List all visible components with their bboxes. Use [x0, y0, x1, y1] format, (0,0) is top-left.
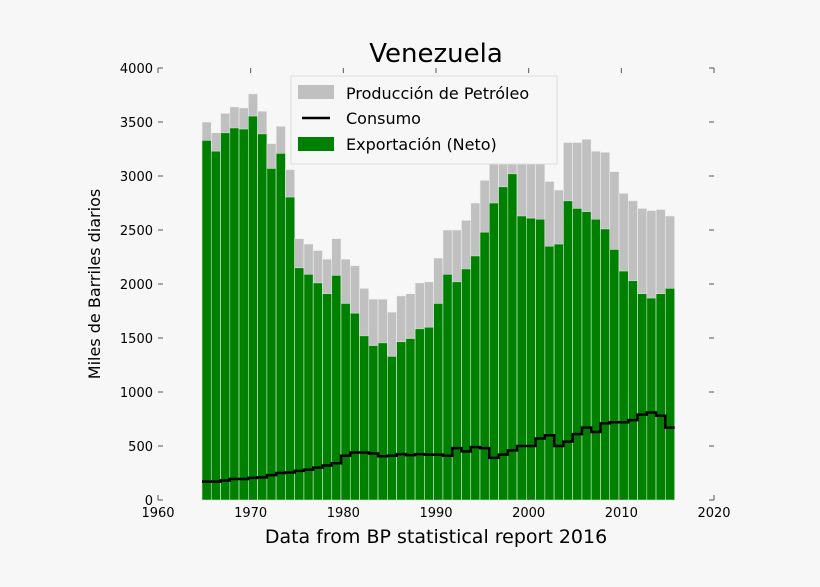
- bar-export-2012: [637, 293, 648, 501]
- bar-export-1966: [210, 150, 221, 501]
- y-tick-label-2500: 2500: [120, 224, 153, 239]
- bar-export-2007: [590, 218, 601, 501]
- y-axis-label: Miles de Barriles diarios: [85, 189, 104, 379]
- bar-export-1978: [322, 293, 333, 501]
- x-tick-label-1980: 1980: [327, 506, 360, 521]
- legend-swatch-production: [298, 85, 334, 99]
- bar-export-2002: [544, 245, 555, 501]
- bar-export-1981: [349, 312, 360, 501]
- x-tick-label-1970: 1970: [234, 506, 267, 521]
- bar-export-1971: [257, 133, 268, 501]
- bar-export-2013: [646, 297, 657, 501]
- bar-export-1969: [238, 128, 249, 501]
- bar-export-1990: [433, 303, 444, 501]
- bar-export-1986: [396, 341, 407, 501]
- bar-export-1972: [266, 168, 277, 501]
- bar-export-2001: [535, 218, 546, 501]
- y-tick-label-3500: 3500: [120, 116, 153, 131]
- y-tick-label-3000: 3000: [120, 170, 153, 185]
- x-tick-label-1960: 1960: [141, 506, 174, 521]
- bar-export-2006: [581, 211, 592, 501]
- y-tick-label-4000: 4000: [120, 62, 153, 77]
- bar-export-2005: [572, 208, 583, 501]
- bar-export-2008: [600, 228, 611, 501]
- bar-export-2015: [665, 288, 675, 501]
- x-axis-label: Data from BP statistical report 2016: [265, 526, 607, 548]
- y-tick-label-1000: 1000: [120, 386, 153, 401]
- bar-export-1973: [275, 153, 286, 501]
- bar-export-1994: [470, 255, 481, 501]
- bar-export-1975: [294, 267, 305, 501]
- bar-export-2004: [563, 200, 573, 501]
- y-tick-label-1500: 1500: [120, 332, 153, 347]
- y-tick-label-2000: 2000: [120, 278, 153, 293]
- bar-export-1989: [424, 326, 434, 501]
- x-tick-label-2010: 2010: [605, 506, 638, 521]
- y-tick-label-500: 500: [128, 440, 153, 455]
- bar-export-1992: [451, 281, 462, 501]
- bar-export-1980: [340, 303, 351, 501]
- bar-export-2003: [553, 243, 564, 501]
- bar-export-1976: [303, 273, 314, 501]
- bar-export-1996: [488, 202, 499, 501]
- bar-export-1982: [359, 335, 370, 501]
- x-tick-label-2000: 2000: [512, 506, 545, 521]
- legend: Producción de Petróleo Consumo Exportaci…: [290, 75, 558, 165]
- bar-export-2011: [627, 280, 638, 501]
- bar-export-1985: [387, 356, 397, 501]
- bar-export-2000: [526, 217, 536, 501]
- axes: 1960 1970 1980 1990 2000 2010 2020 0 500 1000 1500…: [120, 62, 731, 521]
- bar-export-1987: [405, 338, 416, 501]
- bar-export-1965: [201, 140, 212, 501]
- bar-export-1968: [229, 127, 240, 501]
- legend-swatch-export: [298, 137, 334, 151]
- bar-export-1991: [442, 273, 453, 501]
- legend-label-export: Exportación (Neto): [346, 135, 497, 154]
- bar-export-1997: [498, 186, 509, 501]
- bar-export-1983: [368, 345, 379, 501]
- bar-export-2009: [609, 249, 620, 501]
- legend-box: [290, 75, 558, 165]
- legend-label-consumo: Consumo: [346, 109, 421, 128]
- bar-export-1967: [220, 132, 231, 501]
- x-tick-label-1990: 1990: [419, 506, 452, 521]
- bar-export-1995: [479, 231, 490, 501]
- bar-export-1974: [285, 196, 295, 501]
- x-tick-label-2020: 2020: [697, 506, 730, 521]
- y-tick-label-0: 0: [145, 494, 153, 509]
- bar-export-2010: [618, 270, 629, 501]
- bar-export-1979: [331, 275, 342, 501]
- bar-export-1970: [248, 115, 258, 501]
- bar-export-1988: [414, 328, 425, 501]
- bar-export-1999: [516, 215, 527, 501]
- bar-export-1993: [461, 268, 472, 501]
- bar-export-2014: [655, 293, 666, 501]
- legend-label-production: Producción de Petróleo: [346, 84, 529, 103]
- bars: [201, 93, 675, 501]
- consumo-line: [202, 411, 675, 483]
- bar-export-1984: [377, 342, 388, 501]
- chart-title: Venezuela: [369, 39, 503, 69]
